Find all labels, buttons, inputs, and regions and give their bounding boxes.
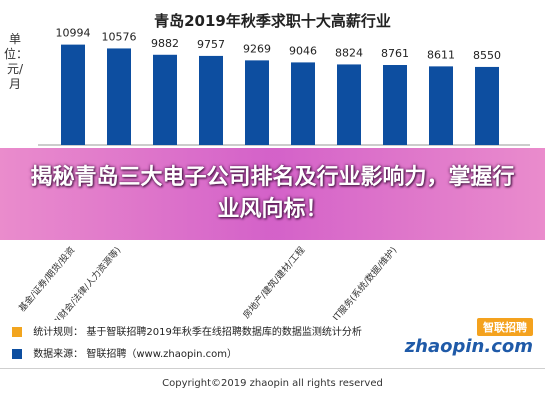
data-source-label: 数据来源：: [33, 349, 84, 360]
bar: [337, 64, 361, 145]
statistics-rule-row: 统计规则： 基于智联招聘2019年秋季在线招聘数据库的数据监测统计分析: [12, 322, 532, 344]
bar-value-label: 9269: [243, 42, 271, 55]
bar: [429, 66, 453, 145]
bar-value-label: 10576: [102, 30, 137, 43]
bar: [61, 44, 85, 146]
bar-chart: 10994基金/证券/期货/投资10576专业服务/咨询(财会/法律/人力资源等…: [16, 27, 530, 320]
bar-value-label: 8611: [427, 48, 455, 61]
copyright-line: Copyright©2019 zhaopin all rights reserv…: [0, 368, 545, 400]
headline-banner: 揭秘青岛三大电子公司排名及行业影响力，掌握行业风向标！: [0, 148, 545, 240]
bar-value-label: 8824: [335, 46, 363, 59]
x-tick-label: 房地产/建筑/建材/工程: [240, 244, 307, 320]
bar-value-label: 9757: [197, 38, 225, 51]
statistics-rule-text: 基于智联招聘2019年秋季在线招聘数据库的数据监测统计分析: [86, 327, 362, 338]
bar: [245, 60, 269, 146]
bar-value-label: 9046: [289, 44, 317, 57]
bar: [199, 55, 223, 145]
chart-title: 青岛2019年秋季求职十大高薪行业: [154, 12, 391, 30]
data-source-text: 智联招聘（www.zhaopin.com）: [86, 349, 238, 360]
statistics-rule-marker: [12, 327, 22, 337]
bar-value-label: 8761: [381, 47, 409, 60]
bar: [107, 48, 131, 145]
bar: [383, 65, 407, 145]
headline-text: 揭秘青岛三大电子公司排名及行业影响力，掌握行业风向标！: [30, 165, 515, 222]
bar-value-label: 10994: [56, 27, 91, 40]
zhaopin-logo: 智联招聘 zhaopin.com: [405, 318, 533, 366]
data-source-row: 数据来源： 智联招聘（www.zhaopin.com）: [12, 344, 532, 366]
data-source-marker: [12, 349, 22, 359]
bar: [475, 66, 499, 145]
bar: [153, 54, 177, 146]
statistics-rule-label: 统计规则：: [33, 327, 84, 338]
logo-domain: zhaopin.com: [404, 336, 533, 357]
chart-footer: 统计规则： 基于智联招聘2019年秋季在线招聘数据库的数据监测统计分析 数据来源…: [12, 322, 532, 366]
y-axis-label: 单位：元/月: [4, 32, 29, 91]
bar: [291, 62, 315, 146]
bar-value-label: 8550: [473, 49, 501, 62]
bar-value-label: 9882: [151, 37, 179, 50]
x-tick-label: IT服务(系统/数据/维护): [330, 244, 399, 320]
logo-chinese-name: 智联招聘: [477, 318, 533, 336]
